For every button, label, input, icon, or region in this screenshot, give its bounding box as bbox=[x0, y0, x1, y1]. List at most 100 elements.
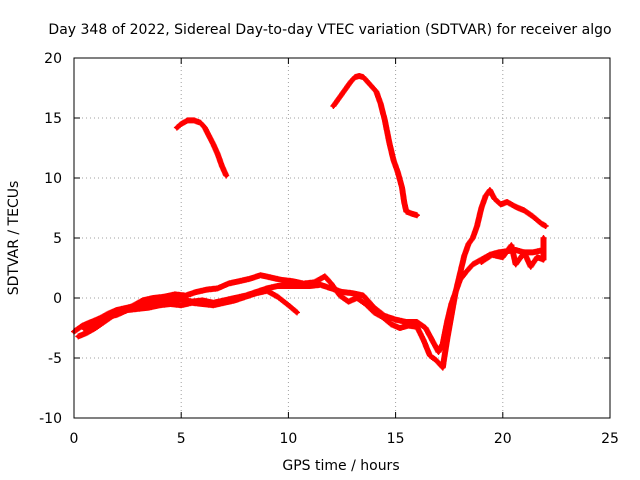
data-point bbox=[162, 294, 167, 299]
data-point bbox=[361, 75, 366, 80]
data-point bbox=[445, 338, 450, 342]
data-point bbox=[389, 322, 394, 327]
series-track-d bbox=[75, 187, 549, 371]
data-point bbox=[530, 250, 535, 255]
data-point bbox=[487, 188, 492, 192]
series-track-e bbox=[81, 287, 300, 333]
axis-ticks: 0 5 10 15 20 25 -10 -5 0 5 10 15 20 bbox=[39, 51, 619, 447]
data-point bbox=[76, 334, 81, 339]
data-point bbox=[462, 254, 467, 258]
data-point bbox=[479, 206, 484, 210]
data-point bbox=[479, 260, 484, 264]
y-tick-label: 20 bbox=[44, 51, 62, 67]
series-track-f bbox=[478, 235, 547, 270]
data-point bbox=[114, 312, 119, 317]
data-point bbox=[357, 74, 362, 78]
data-point bbox=[301, 281, 306, 286]
data-point bbox=[530, 214, 535, 219]
data-point bbox=[457, 272, 462, 276]
data-point bbox=[365, 80, 370, 84]
data-point bbox=[322, 274, 327, 279]
data-point bbox=[136, 306, 141, 311]
data-point bbox=[215, 152, 220, 156]
data-point bbox=[421, 338, 426, 342]
data-point bbox=[541, 236, 546, 240]
data-point bbox=[93, 322, 98, 327]
data-point bbox=[522, 208, 527, 213]
data-point bbox=[226, 281, 231, 286]
data-point bbox=[185, 118, 190, 123]
data-point bbox=[286, 284, 291, 288]
data-point bbox=[211, 303, 216, 308]
data-point bbox=[346, 299, 351, 304]
x-tick-label: 25 bbox=[601, 431, 619, 447]
data-point bbox=[393, 317, 398, 322]
data-point bbox=[82, 327, 87, 332]
data-point bbox=[380, 315, 385, 320]
data-point bbox=[318, 282, 323, 287]
data-point bbox=[331, 104, 336, 108]
data-point bbox=[243, 294, 248, 299]
data-point bbox=[198, 120, 203, 125]
data-point bbox=[513, 262, 518, 267]
data-point bbox=[470, 236, 475, 240]
data-point bbox=[470, 262, 475, 267]
data-point bbox=[247, 276, 252, 281]
data-point bbox=[219, 164, 224, 168]
data-point bbox=[402, 200, 407, 204]
data-point bbox=[436, 350, 441, 354]
data-point bbox=[174, 125, 179, 130]
data-point bbox=[254, 291, 259, 296]
data-point bbox=[269, 275, 274, 280]
data-point bbox=[290, 279, 295, 284]
y-tick-label: 5 bbox=[53, 231, 62, 247]
data-point bbox=[475, 224, 480, 228]
series-track-a bbox=[173, 117, 230, 179]
data-point bbox=[179, 303, 184, 308]
data-point bbox=[215, 286, 220, 291]
data-point bbox=[211, 142, 216, 147]
data-series bbox=[71, 73, 549, 371]
data-point bbox=[312, 280, 317, 285]
data-point bbox=[237, 279, 242, 284]
data-point bbox=[232, 298, 237, 303]
data-point bbox=[505, 200, 510, 204]
data-point bbox=[179, 122, 184, 126]
data-point bbox=[204, 287, 209, 292]
data-point bbox=[80, 323, 85, 328]
data-point bbox=[294, 310, 299, 315]
data-point bbox=[361, 293, 366, 298]
data-point bbox=[374, 89, 379, 94]
data-point bbox=[200, 302, 205, 306]
data-point bbox=[430, 338, 435, 342]
data-point bbox=[492, 196, 497, 201]
data-point bbox=[500, 255, 505, 260]
data-point bbox=[286, 303, 291, 308]
data-point bbox=[151, 296, 156, 300]
data-point bbox=[397, 326, 402, 330]
data-point bbox=[340, 92, 344, 96]
data-point bbox=[202, 125, 207, 130]
data-point bbox=[172, 292, 177, 297]
data-point bbox=[427, 353, 432, 358]
data-point bbox=[344, 86, 349, 90]
y-tick-label: -5 bbox=[48, 351, 62, 367]
x-tick-label: 5 bbox=[177, 431, 186, 447]
data-point bbox=[391, 158, 396, 162]
data-point bbox=[370, 84, 375, 89]
data-point bbox=[528, 264, 533, 269]
chart-title: Day 348 of 2022, Sidereal Day-to-day VTE… bbox=[48, 22, 611, 38]
data-point bbox=[434, 358, 439, 363]
data-point bbox=[509, 243, 514, 248]
data-point bbox=[539, 221, 544, 226]
data-point bbox=[464, 269, 469, 274]
data-point bbox=[168, 302, 173, 306]
data-point bbox=[415, 213, 420, 218]
data-point bbox=[410, 212, 415, 216]
series-track-b bbox=[330, 73, 420, 219]
data-point bbox=[140, 298, 145, 303]
data-point bbox=[224, 173, 229, 178]
data-point bbox=[395, 170, 400, 174]
data-point bbox=[194, 290, 199, 294]
